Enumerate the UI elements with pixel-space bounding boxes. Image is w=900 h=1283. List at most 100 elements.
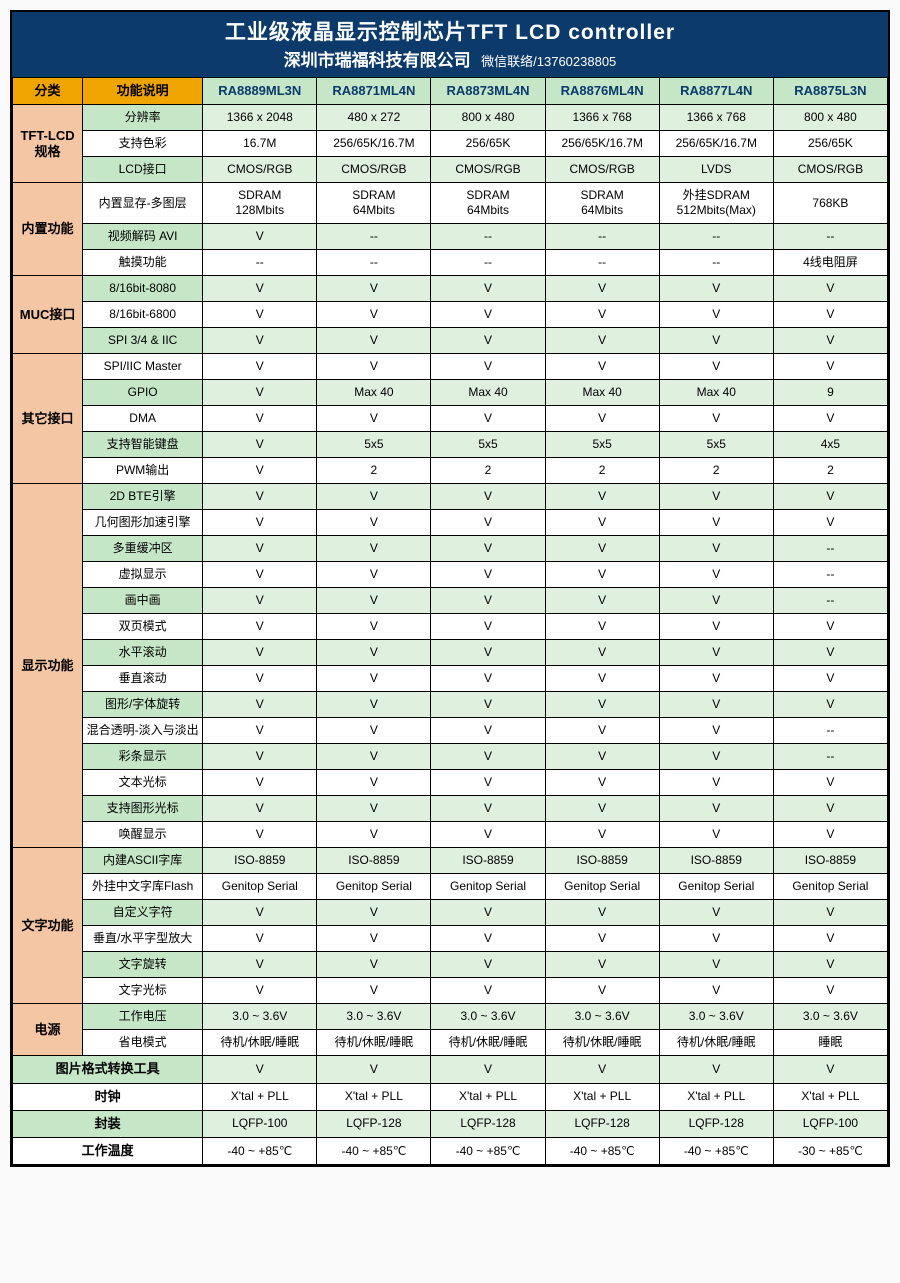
- value-cell: V: [773, 484, 887, 510]
- value-cell: V: [431, 640, 545, 666]
- value-cell: 待机/休眠/睡眠: [659, 1030, 773, 1056]
- value-cell: V: [773, 302, 887, 328]
- feature-cell: 工作电压: [83, 1004, 203, 1030]
- feature-cell: 支持图形光标: [83, 796, 203, 822]
- value-cell: Genitop Serial: [203, 874, 317, 900]
- value-cell: 外挂SDRAM512Mbits(Max): [659, 183, 773, 224]
- hdr-chip-3: RA8876ML4N: [545, 78, 659, 105]
- value-cell: 待机/休眠/睡眠: [545, 1030, 659, 1056]
- table-row: 图片格式转换工具VVVVVV: [13, 1056, 888, 1083]
- value-cell: V: [659, 952, 773, 978]
- table-row: 图形/字体旋转VVVVVV: [13, 692, 888, 718]
- value-cell: Max 40: [431, 380, 545, 406]
- value-cell: V: [431, 354, 545, 380]
- value-cell: V: [203, 406, 317, 432]
- value-cell: V: [545, 770, 659, 796]
- value-cell: ISO-8859: [659, 848, 773, 874]
- value-cell: V: [431, 952, 545, 978]
- value-cell: ISO-8859: [773, 848, 887, 874]
- value-cell: --: [203, 250, 317, 276]
- value-cell: LQFP-128: [431, 1110, 545, 1137]
- feature-cell: LCD接口: [83, 157, 203, 183]
- value-cell: --: [317, 250, 431, 276]
- value-cell: V: [773, 822, 887, 848]
- value-cell: V: [317, 822, 431, 848]
- value-cell: 睡眠: [773, 1030, 887, 1056]
- value-cell: V: [659, 276, 773, 302]
- value-cell: 2: [317, 458, 431, 484]
- title-contact: 微信联络/13760238805: [481, 54, 616, 69]
- value-cell: 800 x 480: [773, 105, 887, 131]
- value-cell: Genitop Serial: [545, 874, 659, 900]
- value-cell: V: [431, 536, 545, 562]
- value-cell: V: [659, 744, 773, 770]
- value-cell: V: [317, 770, 431, 796]
- value-cell: SDRAM128Mbits: [203, 183, 317, 224]
- value-cell: V: [203, 796, 317, 822]
- value-cell: LQFP-128: [545, 1110, 659, 1137]
- value-cell: V: [773, 666, 887, 692]
- hdr-chip-1: RA8871ML4N: [317, 78, 431, 105]
- value-cell: V: [773, 354, 887, 380]
- value-cell: 256/65K: [431, 131, 545, 157]
- value-cell: V: [203, 1056, 317, 1083]
- feature-cell: 双页模式: [83, 614, 203, 640]
- value-cell: --: [545, 250, 659, 276]
- value-cell: V: [431, 276, 545, 302]
- hdr-chip-0: RA8889ML3N: [203, 78, 317, 105]
- table-row: 混合透明-淡入与淡出VVVVV--: [13, 718, 888, 744]
- value-cell: V: [203, 380, 317, 406]
- feature-cell-merged: 图片格式转换工具: [13, 1056, 203, 1083]
- value-cell: 3.0 ~ 3.6V: [773, 1004, 887, 1030]
- value-cell: 待机/休眠/睡眠: [203, 1030, 317, 1056]
- value-cell: V: [773, 796, 887, 822]
- value-cell: --: [659, 224, 773, 250]
- value-cell: V: [317, 1056, 431, 1083]
- hdr-chip-2: RA8873ML4N: [431, 78, 545, 105]
- value-cell: V: [203, 588, 317, 614]
- value-cell: V: [773, 406, 887, 432]
- value-cell: V: [659, 770, 773, 796]
- value-cell: V: [545, 926, 659, 952]
- value-cell: 5x5: [431, 432, 545, 458]
- value-cell: Genitop Serial: [659, 874, 773, 900]
- value-cell: V: [431, 718, 545, 744]
- table-row: PWM输出V22222: [13, 458, 888, 484]
- value-cell: 5x5: [659, 432, 773, 458]
- value-cell: V: [773, 692, 887, 718]
- table-row: 彩条显示VVVVV--: [13, 744, 888, 770]
- feature-cell: DMA: [83, 406, 203, 432]
- value-cell: X'tal + PLL: [317, 1083, 431, 1110]
- value-cell: V: [431, 302, 545, 328]
- value-cell: V: [545, 1056, 659, 1083]
- table-row: 时钟X'tal + PLLX'tal + PLLX'tal + PLLX'tal…: [13, 1083, 888, 1110]
- value-cell: V: [659, 1056, 773, 1083]
- value-cell: -30 ~ +85℃: [773, 1138, 887, 1165]
- value-cell: V: [659, 614, 773, 640]
- table-row: 触摸功能----------4线电阻屏: [13, 250, 888, 276]
- table-row: 唤醒显示VVVVVV: [13, 822, 888, 848]
- value-cell: Genitop Serial: [431, 874, 545, 900]
- value-cell: V: [659, 718, 773, 744]
- value-cell: V: [203, 432, 317, 458]
- value-cell: V: [431, 484, 545, 510]
- value-cell: 1366 x 768: [659, 105, 773, 131]
- feature-cell: 垂直滚动: [83, 666, 203, 692]
- value-cell: 800 x 480: [431, 105, 545, 131]
- value-cell: V: [203, 770, 317, 796]
- table-row: 水平滚动VVVVVV: [13, 640, 888, 666]
- value-cell: 768KB: [773, 183, 887, 224]
- value-cell: V: [431, 822, 545, 848]
- hdr-chip-5: RA8875L3N: [773, 78, 887, 105]
- value-cell: X'tal + PLL: [203, 1083, 317, 1110]
- value-cell: 2: [773, 458, 887, 484]
- value-cell: V: [203, 926, 317, 952]
- value-cell: V: [317, 484, 431, 510]
- hdr-chip-4: RA8877L4N: [659, 78, 773, 105]
- value-cell: 256/65K/16.7M: [545, 131, 659, 157]
- value-cell: V: [317, 354, 431, 380]
- value-cell: V: [317, 276, 431, 302]
- value-cell: V: [773, 978, 887, 1004]
- value-cell: --: [773, 588, 887, 614]
- value-cell: V: [317, 562, 431, 588]
